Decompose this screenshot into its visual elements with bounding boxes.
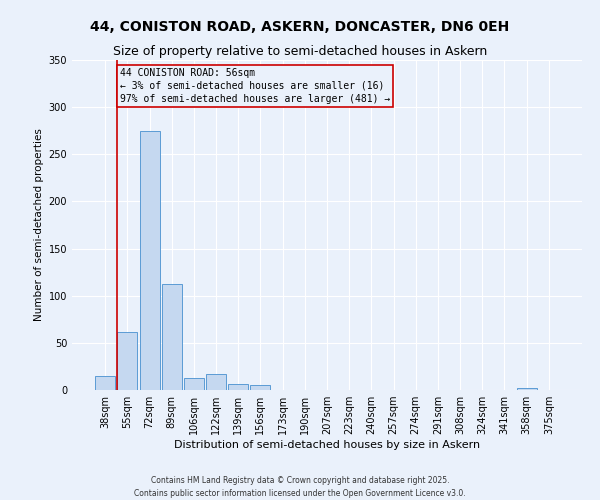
Bar [228,384,248,390]
Bar [517,388,536,390]
Text: 44 CONISTON ROAD: 56sqm
← 3% of semi-detached houses are smaller (16)
97% of sem: 44 CONISTON ROAD: 56sqm ← 3% of semi-det… [120,68,390,104]
Text: 44, CONISTON ROAD, ASKERN, DONCASTER, DN6 0EH: 44, CONISTON ROAD, ASKERN, DONCASTER, DN… [91,20,509,34]
Bar [184,378,204,390]
Y-axis label: Number of semi-detached properties: Number of semi-detached properties [34,128,44,322]
Text: Size of property relative to semi-detached houses in Askern: Size of property relative to semi-detach… [113,45,487,58]
Text: Contains HM Land Registry data © Crown copyright and database right 2025.
Contai: Contains HM Land Registry data © Crown c… [134,476,466,498]
Bar [206,374,226,390]
Bar [95,376,115,390]
Bar [118,332,137,390]
Bar [250,386,271,390]
Bar [162,284,182,390]
X-axis label: Distribution of semi-detached houses by size in Askern: Distribution of semi-detached houses by … [174,440,480,450]
Bar [140,130,160,390]
